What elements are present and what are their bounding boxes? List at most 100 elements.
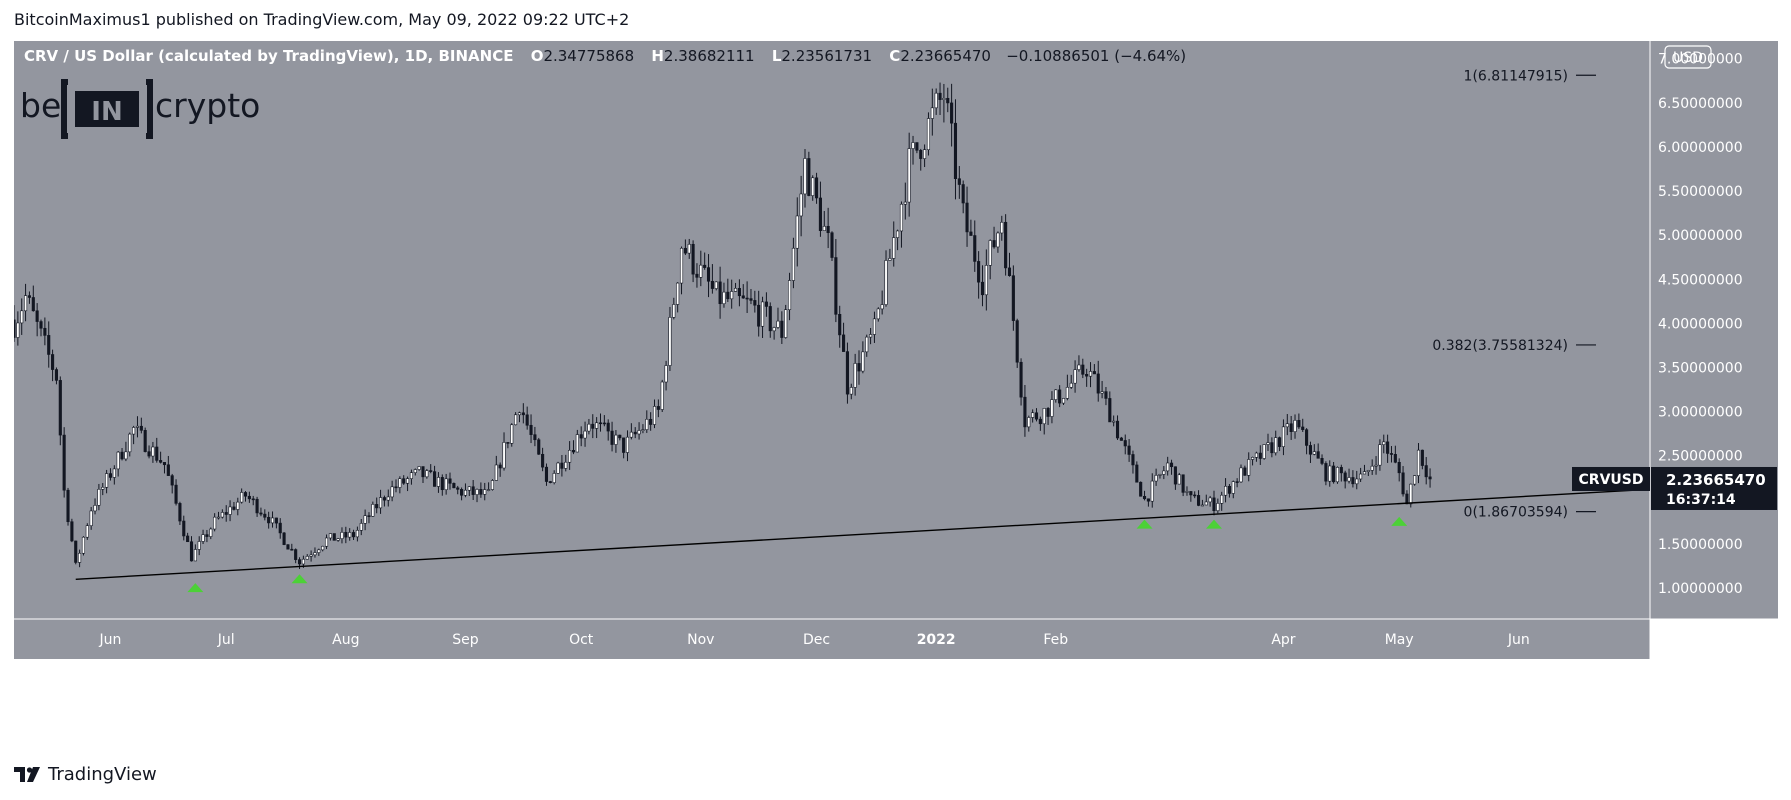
candle: [328, 533, 332, 541]
candle: [1193, 491, 1197, 499]
candle: [174, 479, 178, 506]
fib-level[interactable]: 0.382(3.75581324): [1432, 338, 1596, 354]
candle: [988, 239, 992, 280]
candle: [47, 321, 51, 368]
candle: [398, 476, 402, 494]
candle: [1224, 478, 1228, 503]
candle: [332, 533, 336, 541]
candle: [757, 290, 761, 337]
candle: [344, 526, 348, 544]
candle: [1424, 457, 1428, 485]
candle: [1007, 252, 1012, 277]
time-axis[interactable]: [14, 619, 1650, 659]
candle: [1204, 494, 1208, 506]
candle: [402, 475, 406, 485]
candle: [278, 518, 282, 539]
candle: [1251, 456, 1255, 466]
candle: [618, 434, 622, 441]
currency-label: USD: [1673, 50, 1703, 66]
candle: [683, 239, 687, 256]
candle: [811, 175, 815, 201]
candle: [645, 410, 649, 433]
candle: [1162, 466, 1166, 480]
candle: [676, 282, 680, 313]
candle: [1181, 474, 1185, 497]
candle: [54, 367, 58, 385]
candle: [1308, 441, 1313, 463]
candle: [97, 483, 101, 511]
candle: [58, 376, 62, 446]
candle: [1312, 444, 1316, 456]
candle: [20, 298, 24, 335]
candle: [456, 485, 460, 495]
price-axis[interactable]: [1650, 41, 1778, 619]
currency-button[interactable]: USD: [1664, 45, 1712, 69]
candle: [14, 305, 16, 342]
fibonacci-levels[interactable]: 1(6.81147915) 0.382(3.75581324) 0(1.867035…: [1432, 68, 1596, 521]
candle: [853, 353, 857, 396]
price-chart[interactable]: be IN crypto 1.000000001.500000002.00000…: [14, 41, 1778, 745]
candle: [664, 360, 668, 391]
candle: [799, 175, 803, 237]
candle: [321, 545, 325, 552]
candle: [652, 399, 657, 429]
candle: [313, 547, 317, 558]
support-trendline-layer[interactable]: [75, 488, 1651, 580]
candle: [220, 509, 224, 519]
candle: [1328, 460, 1332, 487]
candle: [595, 417, 599, 439]
candle: [182, 515, 186, 541]
beincrypto-watermark: be IN crypto: [20, 79, 260, 139]
candle: [487, 482, 491, 492]
candle: [159, 451, 163, 464]
candle: [309, 550, 313, 562]
candle: [1370, 459, 1374, 475]
x-tick-label: May: [1385, 632, 1414, 648]
candle: [1262, 444, 1266, 460]
candle: [822, 210, 826, 231]
candle: [803, 149, 807, 208]
chart-container[interactable]: be IN crypto 1.000000001.500000002.00000…: [14, 41, 1778, 745]
candle: [1355, 470, 1359, 490]
candle: [791, 237, 795, 289]
footer: TradingView: [14, 762, 157, 786]
candle: [490, 479, 495, 491]
candle: [35, 303, 39, 337]
candle: [764, 292, 768, 317]
candle: [263, 509, 267, 521]
candle: [1382, 434, 1386, 454]
candle: [1243, 465, 1247, 476]
candle: [525, 406, 529, 430]
candle: [1135, 461, 1139, 483]
candlestick-series[interactable]: [14, 82, 1432, 570]
watermark-text-right: crypto: [155, 86, 260, 125]
candle: [745, 281, 749, 313]
y-tick-label: 3.00000000: [1658, 405, 1743, 421]
candle: [216, 511, 221, 520]
candle: [379, 489, 383, 514]
bounce-marker-icon: [1205, 519, 1222, 529]
candle: [1150, 473, 1154, 508]
candle: [973, 220, 977, 272]
candle: [1405, 490, 1409, 505]
candle: [1247, 452, 1251, 482]
candle: [186, 532, 190, 543]
bounce-marker-icon: [291, 574, 308, 584]
candle: [74, 540, 78, 565]
candle: [1258, 445, 1262, 465]
candle: [1339, 464, 1343, 482]
fib-level[interactable]: 0(1.86703594): [1464, 505, 1596, 521]
candle: [105, 469, 109, 494]
candle: [1200, 499, 1204, 507]
high-value: 2.38682111: [664, 47, 755, 65]
candle: [1231, 480, 1235, 499]
candle: [394, 479, 398, 493]
candle: [733, 282, 738, 292]
candle: [1389, 446, 1394, 463]
candle: [1065, 374, 1069, 401]
fib-level[interactable]: 1(6.81147915): [1464, 68, 1596, 84]
plot-area[interactable]: [14, 41, 1650, 619]
candle: [529, 414, 533, 444]
candle: [336, 538, 340, 542]
support-trendline[interactable]: [75, 488, 1651, 580]
